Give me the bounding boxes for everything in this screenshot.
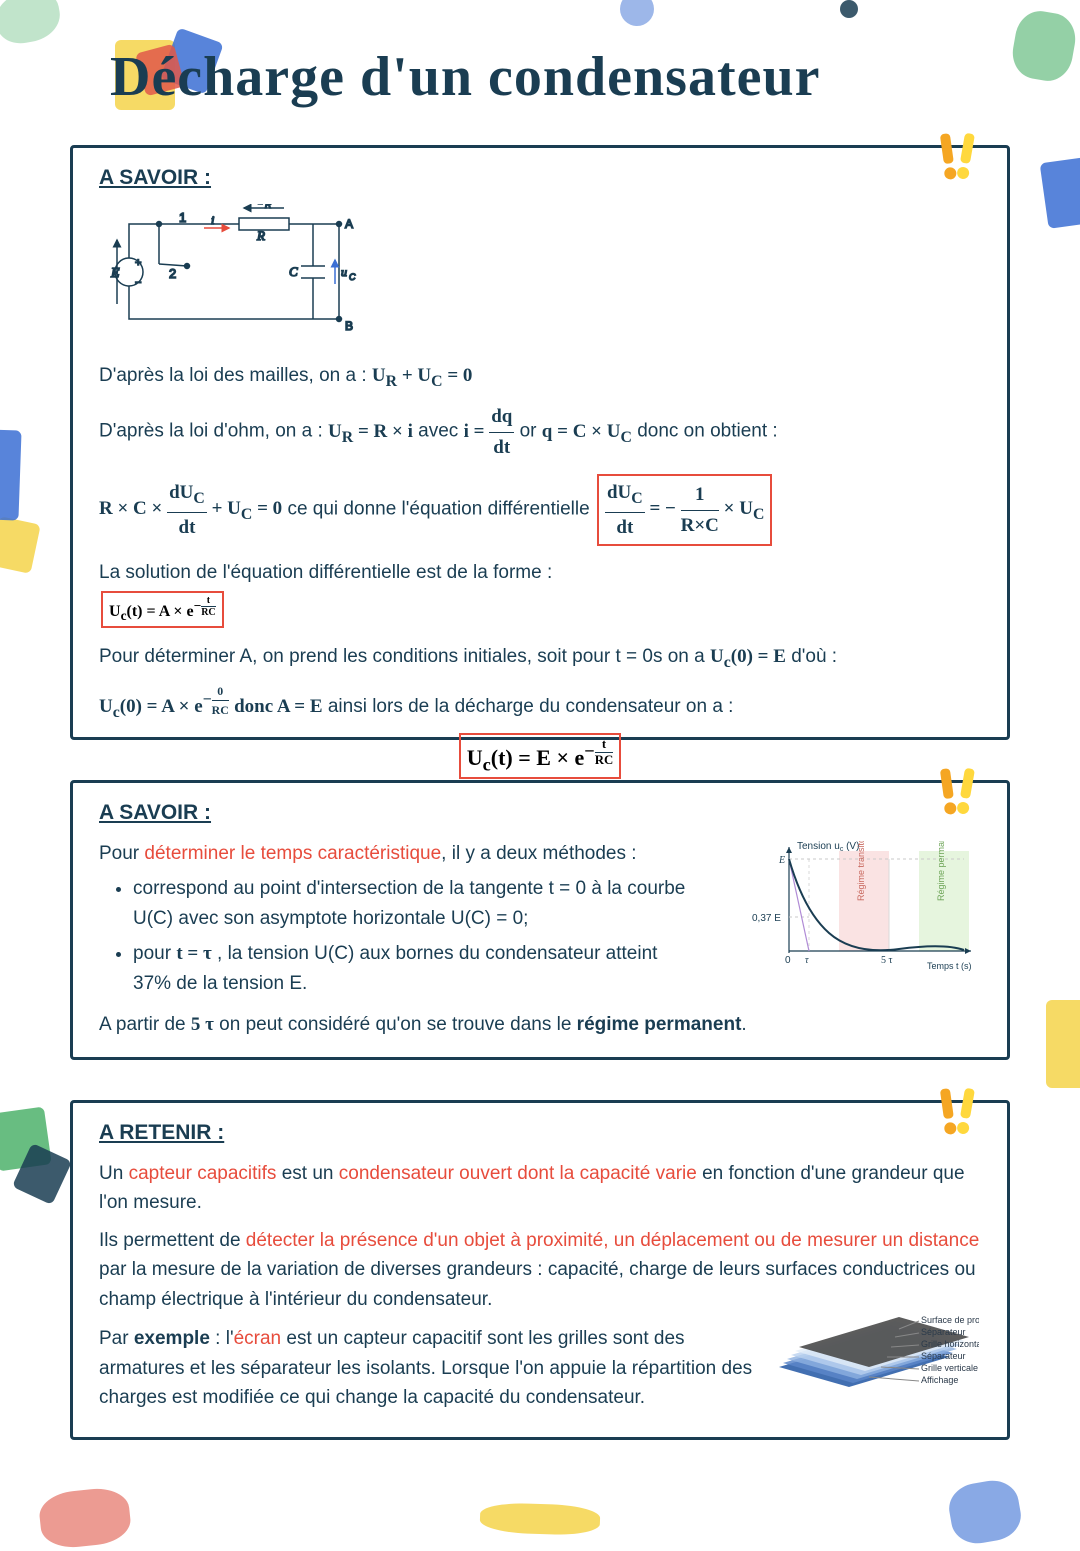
- crayon-blob: [945, 1476, 1024, 1547]
- svg-text:u: u: [257, 204, 263, 207]
- text-line: Un capteur capacitifs est un condensateu…: [99, 1159, 981, 1218]
- svg-text:−: −: [135, 277, 141, 289]
- svg-text:Grille verticale: Grille verticale: [921, 1363, 978, 1373]
- text-line: R × C × dUCdt + UC = 0 ce qui donne l'éq…: [99, 472, 981, 548]
- card-heading: A RETENIR :: [99, 1121, 981, 1145]
- text-line: Uc(0) = A × e−0RC donc A = E ainsi lors …: [99, 682, 981, 725]
- svg-text:Grille horizontale: Grille horizontale: [921, 1339, 979, 1349]
- svg-text:Surface de protection: Surface de protection: [921, 1315, 979, 1325]
- text-line: La solution de l'équation différentielle…: [99, 558, 981, 587]
- text-line: Pour déterminer le temps caractéristique…: [99, 839, 719, 868]
- svg-text:τ: τ: [805, 955, 809, 966]
- list-item: correspond au point d'intersection de la…: [133, 874, 699, 933]
- svg-text:A: A: [345, 217, 353, 231]
- svg-text:Temps t (s): Temps t (s): [927, 961, 972, 971]
- page-title: Décharge d'un condensateur: [110, 45, 820, 109]
- circuit-diagram: E + − 1 2 R uR i C u: [99, 204, 379, 344]
- svg-text:1: 1: [179, 210, 186, 225]
- crayon-blob: [0, 429, 22, 520]
- svg-text:R: R: [265, 204, 272, 210]
- svg-text:C: C: [289, 264, 298, 279]
- formula-box: Uc(t) = E × e−tRC: [459, 733, 622, 779]
- text-line: D'après la loi des mailles, on a : UR + …: [99, 361, 981, 394]
- bullet-list: correspond au point d'intersection de la…: [99, 874, 699, 998]
- svg-text:C: C: [349, 272, 356, 282]
- svg-text:Affichage: Affichage: [921, 1375, 958, 1385]
- attention-icon: [929, 128, 989, 184]
- svg-text:Séparateur: Séparateur: [921, 1351, 966, 1361]
- text-line: Par exemple : l'écran est un capteur cap…: [99, 1324, 759, 1412]
- crayon-blob: [0, 0, 64, 47]
- crayon-blob: [613, 0, 661, 33]
- card-a-retenir: A RETENIR : Un capteur capacitifs est un…: [70, 1100, 1010, 1440]
- formula-box: Uc(t) = A × e−tRC: [101, 591, 224, 628]
- svg-text:Régime permanent: Régime permanent: [936, 841, 946, 901]
- crayon-blob: [1040, 157, 1080, 229]
- svg-text:E: E: [778, 855, 785, 866]
- svg-text:5 τ: 5 τ: [881, 955, 893, 966]
- text-line: D'après la loi d'ohm, on a : UR = R × i …: [99, 402, 981, 462]
- svg-text:Régime transitoire: Régime transitoire: [856, 841, 866, 901]
- svg-text:u: u: [341, 265, 347, 279]
- crayon-blob: [37, 1485, 132, 1550]
- card-a-savoir-1: A SAVOIR : E + − 1 2 R uR i: [70, 145, 1010, 740]
- attention-icon: [929, 1083, 989, 1139]
- svg-text:Tension uc (V): Tension uc (V): [797, 841, 859, 853]
- touchscreen-diagram: Surface de protection Séparateur Grille …: [769, 1307, 979, 1417]
- card-heading: A SAVOIR :: [99, 166, 981, 190]
- svg-text:Séparateur: Séparateur: [921, 1327, 966, 1337]
- svg-text:i: i: [211, 213, 214, 227]
- card-a-savoir-2: A SAVOIR : Pour déterminer le temps cara…: [70, 780, 1010, 1060]
- svg-text:E: E: [110, 266, 120, 281]
- svg-text:B: B: [345, 319, 353, 333]
- svg-text:R: R: [256, 228, 265, 243]
- svg-text:2: 2: [169, 266, 176, 281]
- text-line: A partir de 5 τ on peut considéré qu'on …: [99, 1010, 981, 1039]
- card-heading: A SAVOIR :: [99, 801, 981, 825]
- text-line: Pour déterminer A, on prend les conditio…: [99, 642, 981, 675]
- crayon-blob: [480, 1502, 601, 1536]
- crayon-blob: [840, 0, 858, 18]
- svg-text:+: +: [135, 257, 141, 269]
- list-item: pour t = τ , la tension U(C) aux bornes …: [133, 939, 699, 998]
- svg-text:0,37 E: 0,37 E: [752, 913, 781, 924]
- decay-chart: Tension uc (V) E 0,37 E 0 τ 5 τ Temps t …: [749, 841, 979, 971]
- text-line: Ils permettent de détecter la présence d…: [99, 1226, 981, 1314]
- attention-icon: [929, 763, 989, 819]
- crayon-blob: [1046, 1000, 1080, 1088]
- svg-text:0: 0: [785, 955, 791, 966]
- crayon-blob: [1009, 7, 1080, 84]
- crayon-blob: [0, 516, 41, 574]
